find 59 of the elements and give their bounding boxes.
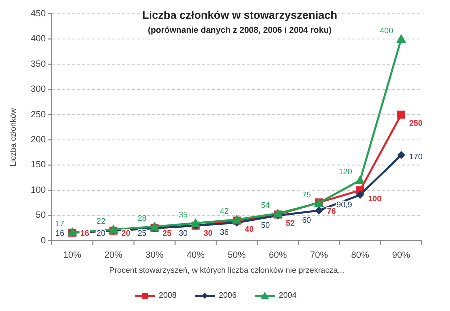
- data-label: 28: [138, 214, 148, 223]
- legend-label: 2006: [219, 291, 238, 300]
- x-tick-label: 30%: [146, 250, 164, 260]
- data-label: 16: [56, 229, 66, 238]
- y-tick-label: 50: [36, 210, 46, 220]
- y-tick-label: 0: [40, 235, 46, 246]
- point: [397, 110, 406, 119]
- y-tick-label: 450: [30, 8, 46, 18]
- data-label: 25: [138, 229, 148, 238]
- point: [355, 175, 366, 184]
- data-label: 75: [302, 190, 312, 200]
- x-tick-label: 60%: [269, 250, 288, 260]
- x-tick-label: 50%: [228, 250, 246, 260]
- data-label: 54: [261, 200, 271, 210]
- y-tick-label: 350: [30, 58, 46, 69]
- x-tick-label: 10%: [64, 250, 82, 260]
- data-label: 40: [245, 224, 254, 234]
- data-label: 36: [220, 228, 230, 237]
- data-label: 42: [220, 206, 230, 216]
- data-label: 20: [122, 229, 132, 238]
- data-label: 35: [178, 210, 188, 220]
- data-label: 76: [327, 206, 337, 216]
- point: [397, 151, 406, 160]
- x-tick-label: 80%: [351, 250, 370, 260]
- data-label: 100: [368, 194, 382, 204]
- point: [150, 222, 160, 231]
- x-tick-label: 40%: [186, 250, 205, 260]
- data-label: 30: [204, 229, 214, 238]
- data-label: 120: [338, 168, 353, 177]
- legend-label: 2008: [159, 291, 178, 300]
- data-label: 25: [162, 229, 172, 238]
- point: [190, 218, 201, 228]
- data-label: 60: [302, 216, 312, 225]
- data-label: 250: [409, 119, 424, 128]
- data-label: 22: [96, 217, 106, 226]
- y-axis-title: Liczba członków: [9, 108, 18, 167]
- y-tick-label: 150: [30, 160, 46, 170]
- data-label: 52: [286, 218, 296, 228]
- x-tick-label: 70%: [310, 250, 328, 260]
- y-tick-label: 300: [30, 84, 46, 94]
- y-tick-label: 400: [30, 34, 46, 44]
- point: [315, 206, 324, 215]
- data-label: 170: [409, 152, 424, 162]
- data-label: 17: [56, 220, 66, 229]
- x-tick-label: 90%: [392, 250, 410, 260]
- chart-title: Liczba członków w stowarzyszeniach: [142, 10, 338, 22]
- x-tick-label: 20%: [104, 250, 123, 260]
- data-label: 400: [380, 26, 394, 36]
- legend-label: 2004: [279, 291, 298, 300]
- data-label: 50: [261, 220, 271, 230]
- y-tick-label: 200: [30, 134, 46, 144]
- y-tick-label: 100: [30, 184, 46, 195]
- data-label: 90,9: [336, 200, 353, 210]
- point: [396, 34, 406, 44]
- y-tick-label: 250: [30, 109, 46, 120]
- text: (porównanie danych z 2008, 2006 i 2004 roku): [148, 25, 332, 35]
- point: [356, 191, 364, 200]
- x-axis-title: Procent stowarzyszeń, w których liczba członków nie przekracza...: [109, 266, 345, 275]
- data-label: 30: [178, 229, 188, 238]
